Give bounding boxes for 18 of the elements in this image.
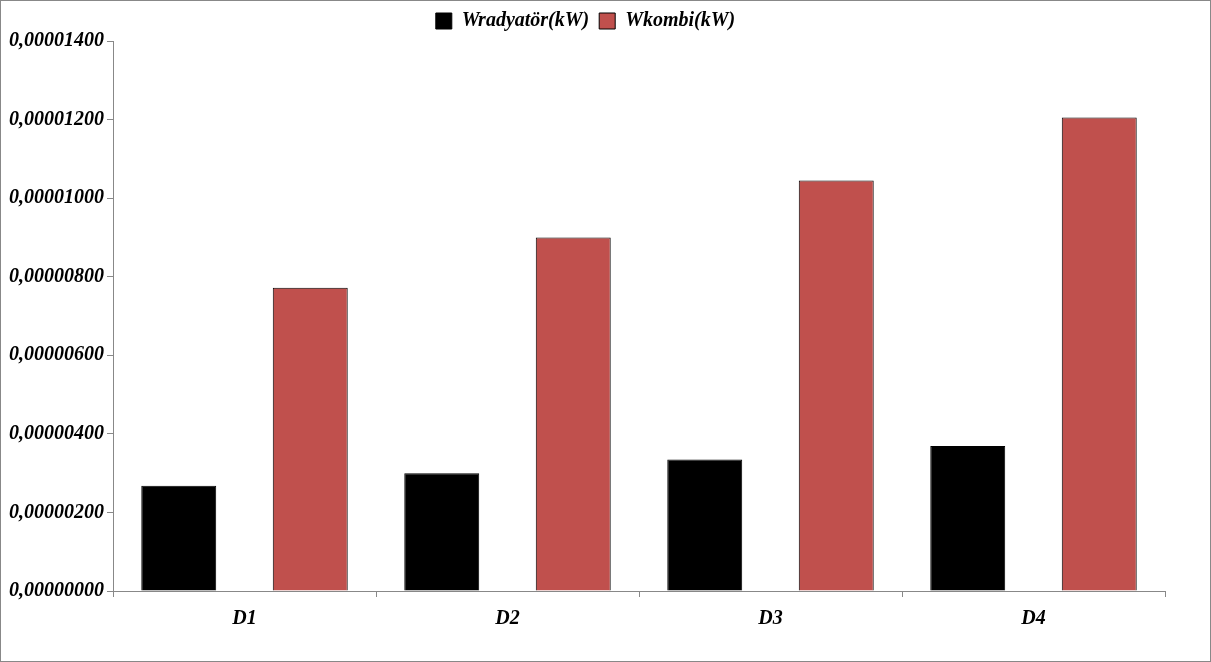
y-tick-label: 0,00000800: [9, 263, 104, 286]
y-tick-label: 0,00001200: [9, 106, 104, 129]
x-tick-label: D1: [231, 606, 257, 629]
bar: [667, 459, 743, 591]
legend-label: Wkombi(kW): [625, 8, 736, 32]
y-tick-label: 0,00000000: [9, 578, 104, 601]
y-tick-label: 0,00001000: [9, 185, 104, 208]
y-tick-label: 0,00001400: [9, 28, 104, 51]
legend-label: Wradyatör(kW): [461, 8, 590, 32]
y-tick-label: 0,00000600: [9, 342, 104, 365]
y-tick-label: 0,00000200: [9, 499, 104, 522]
bar: [404, 473, 480, 591]
x-tick-label: D3: [757, 606, 783, 629]
bar: [930, 446, 1006, 591]
x-tick-label: D2: [494, 606, 520, 629]
y-tick-label: 0,00000400: [9, 421, 104, 444]
x-tick-label: D4: [1020, 606, 1046, 629]
bar: [141, 485, 217, 591]
